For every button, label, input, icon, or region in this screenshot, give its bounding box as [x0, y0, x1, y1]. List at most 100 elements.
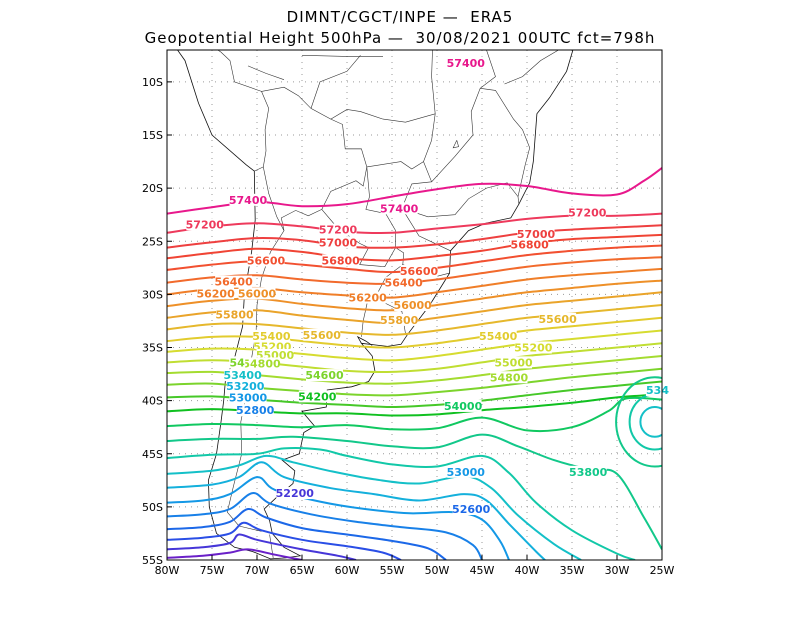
map-title-line-1: DIMNT/CGCT/INPE — ERA5 [286, 8, 514, 26]
contour-label-bg [349, 291, 387, 304]
border-line [330, 109, 436, 123]
contour-label: 56800 [511, 238, 550, 251]
contour-label-bg [646, 384, 669, 396]
contour-label: 534 [646, 384, 669, 397]
contour-label: 56200 [196, 287, 235, 300]
contour-label-bg [319, 236, 357, 249]
contour-label: 54000 [444, 400, 483, 413]
contour-label: 57000 [319, 236, 358, 249]
contour-line-53600 [167, 447, 636, 560]
political-borders [217, 50, 559, 558]
contour-line-52000 [167, 548, 303, 560]
contour-label: 56400 [385, 277, 424, 290]
contour-label-bg [215, 275, 253, 288]
y-tick-label: 20S [142, 182, 163, 195]
x-tick-label: 40W [515, 564, 540, 577]
border-line [310, 55, 361, 109]
contour-line-53400 [167, 454, 582, 560]
axis-ticks: 80W 75W 70W 65W 60W 55W 50W 45W 40W 35W 30W 25W 10S 1… [142, 76, 675, 577]
x-tick-label: 25W [650, 564, 675, 577]
contour-label-bg [197, 287, 235, 300]
contour-label-bg [568, 206, 606, 219]
contour-label: 55800 [380, 314, 419, 327]
x-tick-label: 60W [335, 564, 360, 577]
contour-label-bg [495, 356, 532, 369]
contour-label: 54 [230, 356, 246, 369]
x-tick-label: 75W [200, 564, 225, 577]
contour-label-bg [306, 369, 343, 382]
contour-line-55200 [167, 329, 662, 362]
contour-line-53800 [167, 433, 662, 550]
y-tick-label: 55S [142, 554, 163, 567]
contour-label: 57000 [517, 228, 556, 241]
contour-label: 57200 [186, 218, 225, 231]
contour-label-bg [517, 227, 555, 240]
contour-label-bg [322, 254, 360, 267]
contour-label-bg [229, 193, 267, 206]
border-line [504, 50, 559, 85]
contour-label: 52800 [236, 404, 275, 417]
contour-label: 56400 [214, 276, 253, 289]
contour-line-53000 [167, 476, 510, 560]
y-tick-label: 40S [142, 395, 163, 408]
contour-label: 52200 [276, 487, 315, 500]
y-tick-label: 35S [142, 342, 163, 355]
contour-label-bg [216, 308, 253, 321]
contour-label-bg [447, 56, 485, 69]
y-tick-label: 10S [142, 76, 163, 89]
contour-label-bg [539, 312, 577, 325]
contour-label: 55000 [494, 356, 533, 369]
contour-label: 52600 [452, 503, 491, 516]
border-line [423, 50, 436, 182]
contour-label-bg [514, 341, 552, 354]
border-line [261, 86, 368, 210]
contour-label-bg [303, 328, 341, 341]
contour-label-bg [319, 223, 357, 236]
y-tick-label: 30S [142, 288, 163, 301]
contour-label: 56000 [394, 299, 433, 312]
contour-label-bg [236, 404, 274, 417]
x-tick-label: 65W [290, 564, 315, 577]
contour-line-56800 [167, 233, 662, 262]
contour-label-bg [452, 503, 490, 515]
contour-label: 56800 [322, 254, 361, 267]
contour-line-52800 [167, 492, 483, 560]
contour-label-bg [252, 329, 290, 342]
x-tick-label: 45W [470, 564, 495, 577]
contour-label: 53800 [569, 466, 608, 479]
border-line [480, 88, 531, 197]
x-tick-label: 30W [605, 564, 630, 577]
border-line [261, 91, 270, 167]
y-tick-label: 25S [142, 235, 163, 248]
coastline-segment [177, 50, 574, 560]
contour-label: 54800 [242, 357, 281, 370]
contour-line-52400 [167, 521, 402, 560]
contour-label: 53000 [229, 391, 268, 404]
contour-label: 53400 [223, 369, 262, 382]
x-tick-label: 55W [380, 564, 405, 577]
coastline [177, 50, 574, 560]
border-line [301, 55, 383, 57]
contour-label-bg [298, 390, 336, 403]
contour-line-53200 [167, 461, 546, 560]
border-line [217, 50, 262, 92]
closed-contour-53400 [639, 406, 662, 438]
contour-label: 54800 [490, 371, 529, 384]
border-line [401, 50, 520, 218]
border-line [366, 161, 424, 170]
contour-label: 54600 [305, 369, 344, 382]
closed-contour-53800 [615, 376, 662, 468]
contour-label: 55400 [479, 330, 518, 343]
contour-label: 56600 [247, 254, 286, 267]
contour-label: 53200 [226, 380, 265, 393]
contour-label-bg [243, 357, 280, 370]
border-line [247, 65, 285, 80]
contour-label: 57200 [319, 224, 358, 237]
contour-label-bg [224, 369, 262, 382]
contour-line-52600 [167, 507, 447, 560]
contour-label: 54200 [298, 390, 337, 403]
y-tick-label: 50S [142, 501, 163, 514]
contour-label-bg [569, 465, 607, 478]
coastline-segment [356, 335, 373, 346]
